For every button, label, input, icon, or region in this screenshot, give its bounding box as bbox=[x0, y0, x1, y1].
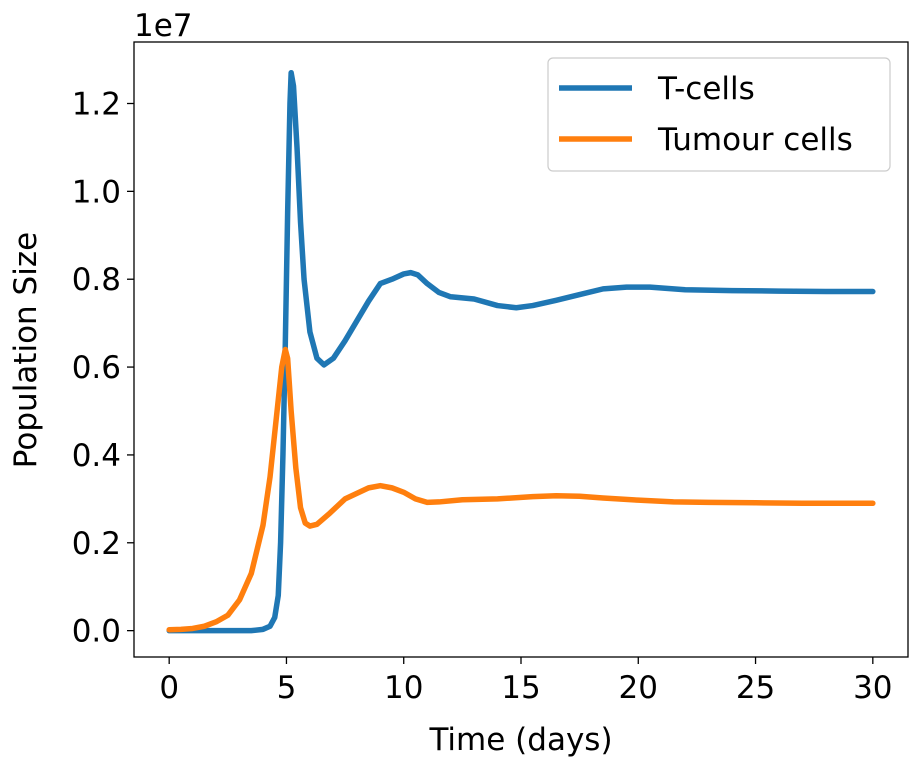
x-tick-label-20: 20 bbox=[619, 670, 658, 706]
y-tick-label-3: 0.6 bbox=[72, 350, 121, 386]
series-layer bbox=[166, 70, 876, 634]
x-tick-label-25: 25 bbox=[736, 670, 775, 706]
y-tick-label-1: 0.2 bbox=[72, 526, 121, 562]
legend-box bbox=[547, 57, 891, 172]
series-line-tumour-cells bbox=[166, 346, 876, 633]
x-tick-label-0: 0 bbox=[159, 670, 179, 706]
legend-label-tumour-cells: Tumour cells bbox=[657, 122, 853, 158]
x-tick-label-30: 30 bbox=[853, 670, 892, 706]
y-tick-label-2: 0.4 bbox=[72, 438, 121, 474]
x-axis: 0 5 10 15 20 25 30 bbox=[159, 657, 893, 706]
x-tick-label-5: 5 bbox=[277, 670, 297, 706]
legend-label-t-cells: T-cells bbox=[657, 71, 755, 107]
x-tick-label-10: 10 bbox=[384, 670, 423, 706]
series-line-t-cells bbox=[166, 70, 876, 634]
x-axis-title: Time (days) bbox=[428, 722, 612, 758]
y-tick-label-5: 1.0 bbox=[72, 174, 121, 210]
y-tick-label-0: 0.0 bbox=[72, 614, 121, 650]
y-tick-label-4: 0.8 bbox=[72, 262, 121, 298]
legend: T-cells Tumour cells bbox=[547, 57, 891, 172]
y-axis: 0.0 0.2 0.4 0.6 0.8 1.0 1.2 bbox=[72, 87, 134, 650]
y-offset-label: 1e7 bbox=[134, 8, 193, 44]
y-tick-label-6: 1.2 bbox=[72, 87, 121, 123]
y-axis-title: Population Size bbox=[8, 232, 44, 468]
x-tick-label-15: 15 bbox=[501, 670, 540, 706]
